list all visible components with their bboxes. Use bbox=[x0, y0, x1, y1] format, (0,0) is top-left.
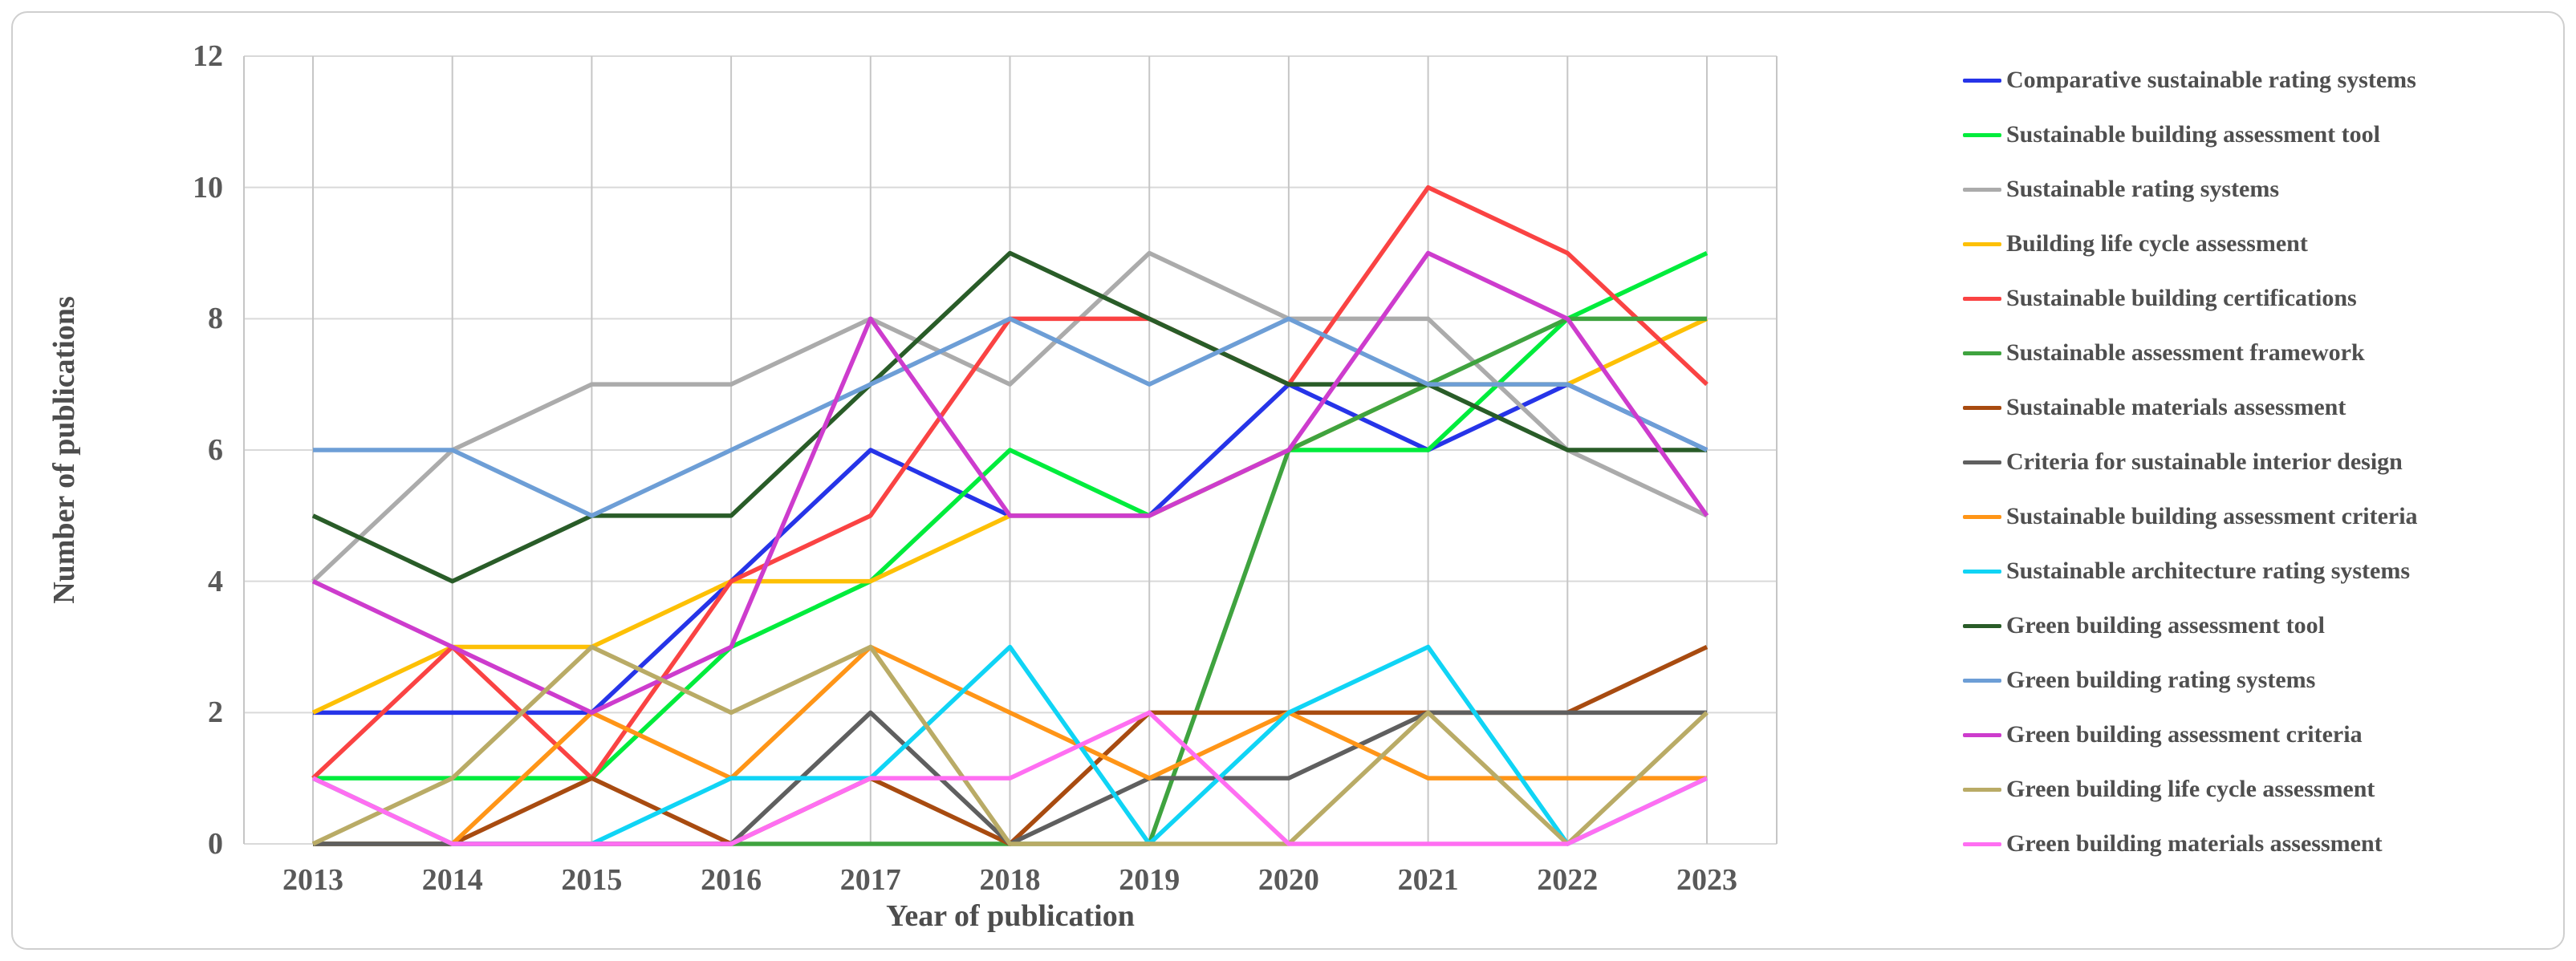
legend-item: Green building materials assessment bbox=[1963, 817, 2557, 871]
legend-item: Sustainable materials assessment bbox=[1963, 380, 2557, 435]
legend-line-swatch bbox=[1963, 787, 2001, 792]
legend-label: Sustainable building certifications bbox=[2006, 285, 2357, 311]
legend-item: Green building life cycle assessment bbox=[1963, 762, 2557, 817]
legend-item: Green building assessment criteria bbox=[1963, 708, 2557, 762]
legend-item: Sustainable building assessment tool bbox=[1963, 107, 2557, 162]
legend-label: Sustainable building assessment criteria bbox=[2006, 503, 2418, 529]
legend-line-swatch bbox=[1963, 351, 2001, 355]
legend-line-swatch bbox=[1963, 78, 2001, 83]
legend-line-swatch bbox=[1963, 132, 2001, 137]
series-line: Green building life cycle assessment bbox=[311, 644, 1709, 846]
legend-label: Sustainable assessment framework bbox=[2006, 339, 2365, 366]
y-tick-label: 10 bbox=[193, 170, 223, 205]
series-line: Sustainable building assessment criteria bbox=[311, 644, 1707, 846]
series-line: Green building rating systems bbox=[313, 316, 1709, 518]
legend-item: Comparative sustainable rating systems bbox=[1963, 53, 2557, 107]
y-tick-label: 0 bbox=[208, 827, 223, 861]
x-tick-label: 2019 bbox=[1119, 863, 1180, 897]
y-tick-label: 6 bbox=[208, 433, 223, 467]
legend-label: Building life cycle assessment bbox=[2006, 230, 2308, 257]
legend-line-swatch bbox=[1963, 569, 2001, 574]
legend-line-swatch bbox=[1963, 841, 2001, 846]
x-tick-label: 2015 bbox=[561, 863, 623, 897]
legend-label: Green building assessment criteria bbox=[2006, 721, 2363, 748]
x-tick-label: 2017 bbox=[839, 863, 901, 897]
legend-line-swatch bbox=[1963, 460, 2001, 464]
x-tick-label: 2014 bbox=[421, 863, 483, 897]
legend-line-swatch bbox=[1963, 187, 2001, 192]
y-tick-label: 2 bbox=[208, 695, 223, 730]
chart-legend: Comparative sustainable rating systems Su… bbox=[1963, 53, 2557, 871]
x-axis-title: Year of publication bbox=[886, 899, 1135, 933]
y-axis-title: Number of publications bbox=[47, 296, 81, 604]
y-tick-label: 4 bbox=[208, 564, 223, 598]
legend-label: Sustainable materials assessment bbox=[2006, 394, 2346, 420]
legend-line-swatch bbox=[1963, 405, 2001, 410]
legend-item: Criteria for sustainable interior design bbox=[1963, 435, 2557, 489]
legend-label: Sustainable architecture rating systems bbox=[2006, 558, 2411, 584]
legend-line-swatch bbox=[1963, 678, 2001, 683]
legend-item: Sustainable building assessment criteria bbox=[1963, 489, 2557, 544]
legend-item: Sustainable building certifications bbox=[1963, 271, 2557, 326]
legend-item: Building life cycle assessment bbox=[1963, 217, 2557, 271]
legend-item: Green building rating systems bbox=[1963, 653, 2557, 708]
legend-item: Sustainable architecture rating systems bbox=[1963, 544, 2557, 598]
x-tick-label: 2023 bbox=[1676, 863, 1737, 897]
legend-line-swatch bbox=[1963, 296, 2001, 301]
legend-label: Criteria for sustainable interior design bbox=[2006, 448, 2403, 475]
x-tick-label: 2016 bbox=[701, 863, 762, 897]
legend-item: Sustainable rating systems bbox=[1963, 162, 2557, 217]
series-line: Green building materials assessment bbox=[311, 710, 1709, 846]
x-tick-label: 2018 bbox=[979, 863, 1041, 897]
legend-line-swatch bbox=[1963, 241, 2001, 246]
legend-label: Sustainable rating systems bbox=[2006, 176, 2280, 202]
legend-label: Green building materials assessment bbox=[2006, 830, 2383, 857]
legend-line-swatch bbox=[1963, 732, 2001, 737]
x-tick-label: 2020 bbox=[1258, 863, 1319, 897]
legend-item: Sustainable assessment framework bbox=[1963, 326, 2557, 380]
y-tick-label: 12 bbox=[193, 39, 223, 73]
x-tick-label: 2013 bbox=[282, 863, 343, 897]
legend-label: Green building assessment tool bbox=[2006, 612, 2325, 639]
legend-label: Green building life cycle assessment bbox=[2006, 776, 2375, 802]
x-tick-label: 2021 bbox=[1397, 863, 1459, 897]
legend-label: Comparative sustainable rating systems bbox=[2006, 67, 2416, 93]
legend-label: Green building rating systems bbox=[2006, 667, 2316, 693]
legend-label: Sustainable building assessment tool bbox=[2006, 121, 2380, 148]
x-tick-label: 2022 bbox=[1537, 863, 1599, 897]
legend-item: Green building assessment tool bbox=[1963, 598, 2557, 653]
legend-line-swatch bbox=[1963, 623, 2001, 628]
series-line: Green building assessment tool bbox=[311, 250, 1707, 584]
y-tick-label: 8 bbox=[208, 302, 223, 336]
legend-line-swatch bbox=[1963, 514, 2001, 519]
